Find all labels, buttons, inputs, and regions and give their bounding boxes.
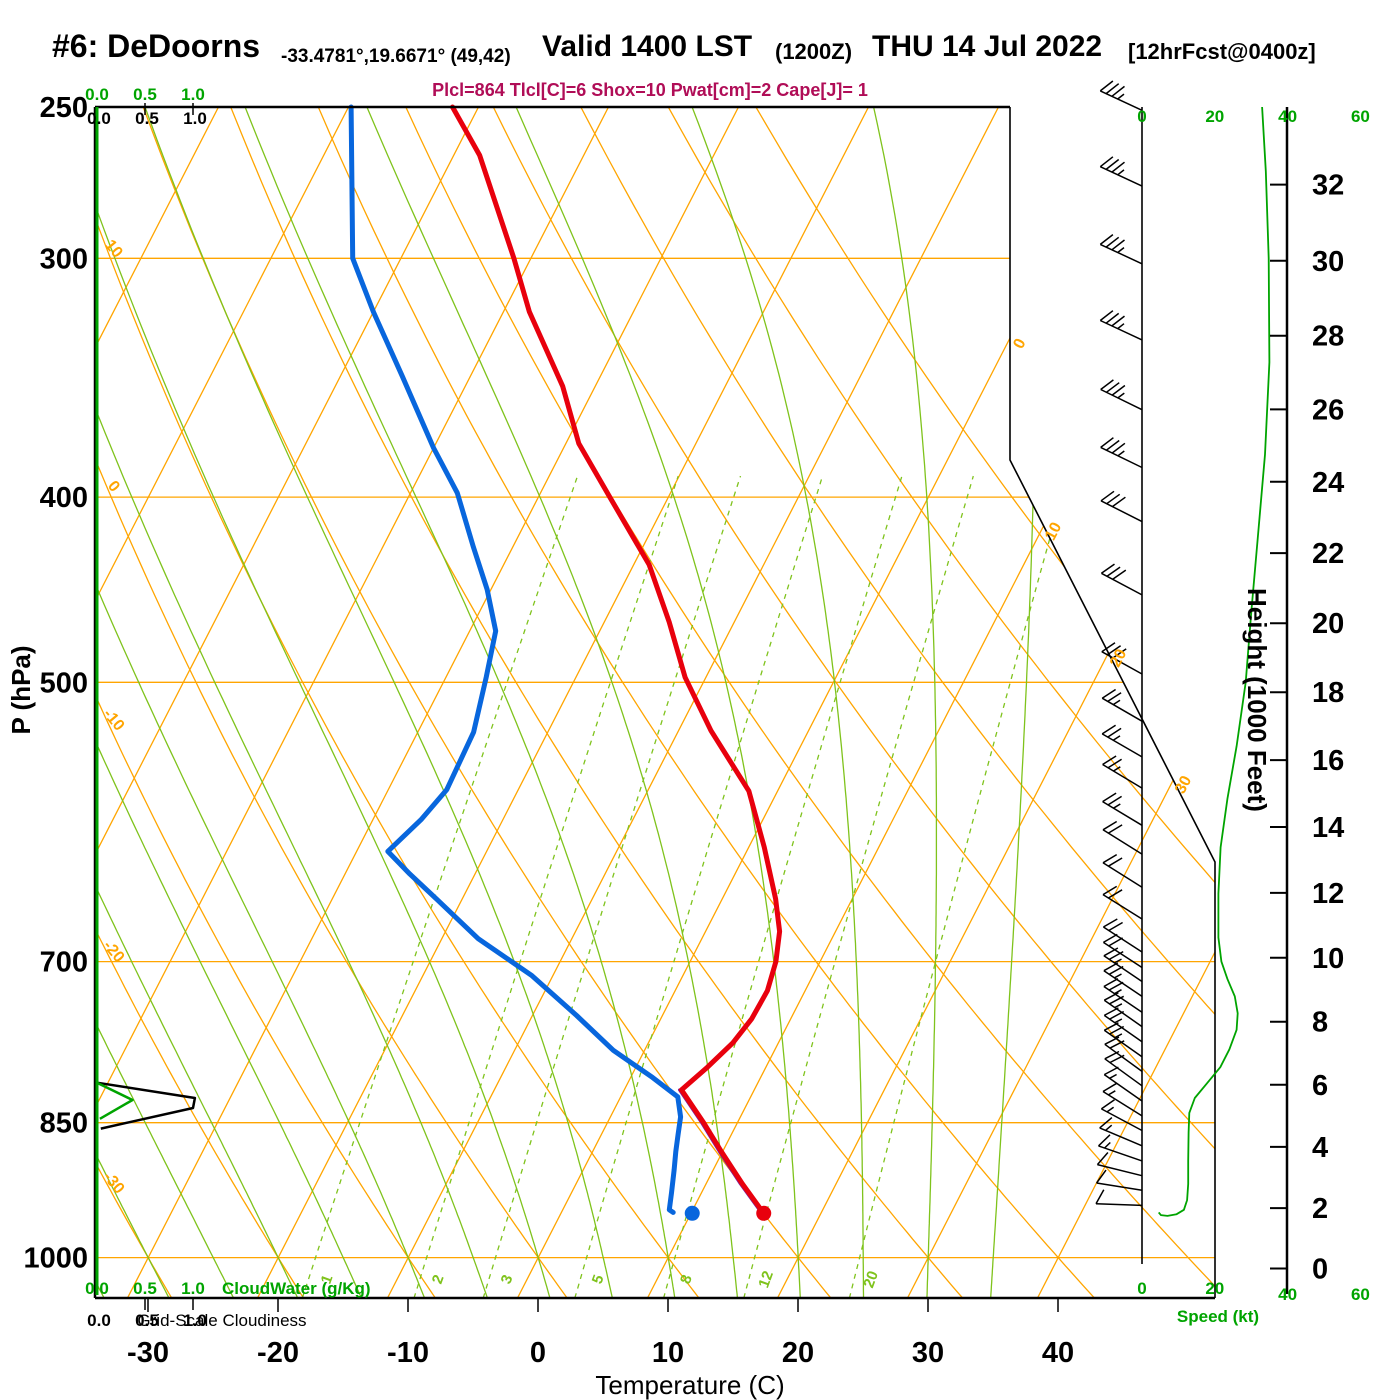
temperature-tick-label: 0 (530, 1337, 546, 1369)
dewpoint-curve (348, 104, 684, 1215)
cloudiness-profile (96, 1081, 197, 1130)
cloudwater-scale-top: 1.0 (181, 85, 205, 104)
station-title: #6: DeDoorns (52, 28, 261, 64)
forecast-tag: [12hrFcst@0400z] (1128, 39, 1316, 64)
moist-adiabats (95, 107, 1037, 1298)
wind-barbs (1095, 80, 1143, 1264)
cloudiness-scale-top: 0.0 (87, 109, 111, 128)
height-tick-label: 6 (1312, 1070, 1328, 1102)
temperature-tick-label: 40 (1042, 1337, 1074, 1369)
cloudiness-scale-bottom: 1.0 (183, 1311, 207, 1330)
height-tick-label: 18 (1312, 677, 1344, 709)
pressure-tick-label: 700 (40, 947, 88, 979)
cloudwater-scale-top: 0.0 (85, 85, 109, 104)
dry-adiabat-label: -10 (100, 706, 128, 735)
temperature-tick-label: -30 (127, 1337, 169, 1369)
height-tick-label: 4 (1312, 1132, 1328, 1164)
height-tick-label: 30 (1312, 246, 1344, 278)
dry-adiabat-label: -30 (100, 1169, 128, 1198)
temperature-tick-label: -20 (257, 1337, 299, 1369)
speed-tick-bottom: 60 (1351, 1285, 1370, 1304)
isotherm-label: 0 (1010, 336, 1029, 352)
pressure-tick-label: 300 (40, 243, 88, 275)
height-tick-label: 26 (1312, 394, 1344, 426)
mixing-ratio-label: 3 (498, 1273, 517, 1287)
cloudwater-scale-bottom: 1.0 (181, 1279, 205, 1298)
pressure-tick-label: 400 (40, 482, 88, 514)
height-tick-label: 8 (1312, 1007, 1328, 1039)
mixing-ratio-label: 12 (755, 1269, 777, 1290)
cloudwater-scale-top: 0.5 (133, 85, 157, 104)
cloudiness-scale-top: 0.5 (135, 109, 159, 128)
isotherm-label: 20 (1107, 646, 1130, 670)
temperature-tick-label: 10 (652, 1337, 684, 1369)
valid-zulu-label: (1200Z) (775, 39, 853, 64)
speed-tick-top: 40 (1278, 107, 1297, 126)
plot-frame (93, 103, 1216, 1312)
temperature-tick-label: 30 (912, 1337, 944, 1369)
cloudwater-scale-bottom: 0.0 (85, 1279, 109, 1298)
height-tick-label: 32 (1312, 170, 1344, 202)
surface-temp-dot (756, 1205, 772, 1221)
pressure-tick-label: 250 (40, 92, 88, 124)
height-tick-label: 14 (1312, 812, 1344, 844)
pressure-tick-label: 1000 (23, 1243, 88, 1275)
surface-temp-dot (756, 1205, 772, 1221)
valid-date-label: THU 14 Jul 2022 (872, 30, 1103, 63)
speed-tick-bottom: 20 (1205, 1279, 1224, 1298)
pressure-axis-title: P (hPa) (6, 645, 36, 734)
speed-tick-top: 60 (1351, 107, 1370, 126)
height-tick-label: 24 (1312, 467, 1344, 499)
cloudiness-scale-bottom: 0.0 (87, 1311, 111, 1330)
mixing-ratio-label: 2 (429, 1273, 448, 1287)
cloud-water-profile (96, 1081, 134, 1120)
temperature-curve (450, 104, 783, 1216)
station-coordinates: -33.4781°,19.6671° (49,42) (281, 46, 511, 67)
mixing-ratio-label: 5 (589, 1273, 608, 1287)
dry-adiabat-label: 0 (104, 478, 123, 496)
height-tick-label: 20 (1312, 608, 1344, 640)
height-tick-label: 22 (1312, 538, 1344, 570)
isotherm-label: 10 (1042, 520, 1065, 544)
temperature-tick-label: 20 (782, 1337, 814, 1369)
surface-dewpoint-dot (684, 1205, 700, 1221)
sounding-indices: Plcl=864 Tlcl[C]=6 Shox=10 Pwat[cm]=2 Ca… (432, 80, 868, 100)
height-axis-title: Height (1000 Feet) (1242, 588, 1272, 812)
pressure-tick-label: 500 (40, 667, 88, 699)
mixing-ratio-lines (301, 475, 1068, 1298)
isotherm-label: 30 (1172, 773, 1195, 797)
height-tick-label: 10 (1312, 943, 1344, 975)
speed-tick-top: 0 (1137, 107, 1146, 126)
mixing-ratio-label: 20 (860, 1269, 882, 1290)
pressure-tick-label: 850 (40, 1108, 88, 1140)
temperature-tick-label: -10 (387, 1337, 429, 1369)
height-tick-label: 0 (1312, 1254, 1328, 1286)
height-tick-label: 2 (1312, 1193, 1328, 1225)
speed-axis-title: Speed (kt) (1177, 1307, 1259, 1326)
isobars (95, 257, 1215, 1259)
speed-tick-bottom: 40 (1278, 1285, 1297, 1304)
surface-dewpoint-dot (684, 1205, 700, 1221)
cloudiness-scale-bottom: 0.5 (135, 1311, 159, 1330)
speed-tick-top: 20 (1205, 107, 1224, 126)
height-tick-label: 16 (1312, 745, 1344, 777)
mixing-ratio-label: 8 (677, 1273, 696, 1287)
cloudwater-axis-title: CloudWater (g/Kg) (222, 1279, 371, 1298)
wind-speed-profile (1158, 106, 1271, 1217)
height-tick-label: 12 (1312, 878, 1344, 910)
valid-time-label: Valid 1400 LST (542, 30, 753, 63)
cloudiness-axis-title: Grid-Scale Cloudiness (137, 1311, 306, 1330)
cloudwater-scale-bottom: 0.5 (133, 1279, 157, 1298)
temperature-axis-title: Temperature (C) (595, 1370, 784, 1400)
height-tick-label: 28 (1312, 321, 1344, 353)
cloudiness-scale-top: 1.0 (183, 109, 207, 128)
speed-tick-bottom: 0 (1137, 1279, 1146, 1298)
